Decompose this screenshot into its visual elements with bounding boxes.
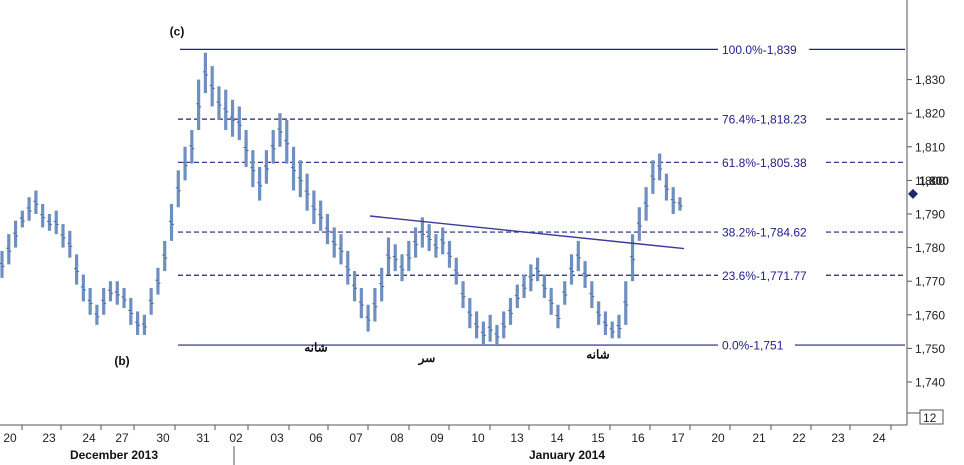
neckline-trendline xyxy=(369,215,685,250)
x-tick-label-16: 16 xyxy=(631,431,645,445)
current-price-marker xyxy=(908,188,918,199)
annotation-label-4: شانه xyxy=(586,347,609,361)
x-tick-label-15: 15 xyxy=(591,431,605,445)
price-bars xyxy=(0,52,683,346)
annotation-label-2: شانه xyxy=(304,341,327,355)
fib-label-bg-0 xyxy=(718,41,810,58)
y-tick-label-1: 1,750 xyxy=(915,342,945,356)
fib-label-bg-5 xyxy=(718,337,795,354)
fib-label-4: 23.6%-1,771.77 xyxy=(722,269,807,283)
fib-label-3: 38.2%-1,784.62 xyxy=(722,226,807,240)
annotation-label-1: (b) xyxy=(114,354,129,368)
fib-label-2: 61.8%-1,805.38 xyxy=(722,156,807,170)
y-tick-label-4: 1,780 xyxy=(915,241,945,255)
fib-label-1: 76.4%-1,818.23 xyxy=(722,113,807,127)
x-tick-label-20: 22 xyxy=(792,431,806,445)
x-tick-label-13: 13 xyxy=(510,431,524,445)
fibonacci-levels: 100.0%-1,839 76.4%-1,818.23 61.8%-1,805.38… xyxy=(178,41,905,354)
x-tick-label-9: 07 xyxy=(349,431,363,445)
x-tick-label-1: 23 xyxy=(42,431,56,445)
annotations-layer: (c) (b) شانه سر شانه xyxy=(114,24,609,368)
fib-label-5: 0.0%-1,751 xyxy=(722,339,784,353)
x-tick-label-11: 09 xyxy=(430,431,444,445)
y-tick-label-6: 1,800 xyxy=(915,174,945,188)
fib-label-bg-4 xyxy=(718,267,824,284)
x-tick-label-5: 31 xyxy=(196,431,210,445)
fib-label-bg-1 xyxy=(718,111,824,128)
x-tick-label-0: 20 xyxy=(3,431,17,445)
month-label-1: January 2014 xyxy=(529,448,605,462)
x-tick-label-12: 10 xyxy=(471,431,485,445)
y-tick-label-3: 1,770 xyxy=(915,275,945,289)
x-tick-label-17: 17 xyxy=(671,431,685,445)
x-tick-label-7: 03 xyxy=(270,431,284,445)
y-tick-label-2: 1,760 xyxy=(915,308,945,322)
x-tick-label-2: 24 xyxy=(82,431,96,445)
x-tick-label-4: 30 xyxy=(156,431,170,445)
x-tick-label-21: 23 xyxy=(831,431,845,445)
x-tick-label-6: 02 xyxy=(229,431,243,445)
annotation-label-0: (c) xyxy=(170,24,185,38)
timeframe-label: 12 xyxy=(923,411,937,425)
y-tick-label-0: 1,740 xyxy=(915,376,945,390)
x-tick-label-18: 20 xyxy=(711,431,725,445)
trendline-layer xyxy=(369,215,685,250)
y-tick-label-7: 1,810 xyxy=(915,140,945,154)
x-tick-label-14: 14 xyxy=(550,431,564,445)
month-label-0: December 2013 xyxy=(70,448,158,462)
x-tick-label-22: 24 xyxy=(872,431,886,445)
y-tick-label-9: 1,830 xyxy=(915,73,945,87)
fib-label-0: 100.0%-1,839 xyxy=(722,43,797,57)
x-tick-label-8: 06 xyxy=(309,431,323,445)
x-tick-label-19: 21 xyxy=(752,431,766,445)
current-price-label: 1,800 xyxy=(919,174,949,188)
x-tick-label-3: 27 xyxy=(115,431,129,445)
annotation-label-3: سر xyxy=(418,351,436,366)
x-tick-label-10: 08 xyxy=(390,431,404,445)
y-tick-label-5: 1,790 xyxy=(915,208,945,222)
fib-label-bg-3 xyxy=(718,224,824,241)
y-tick-label-8: 1,820 xyxy=(915,107,945,121)
fib-label-bg-2 xyxy=(718,154,824,171)
timeframe-box xyxy=(919,409,944,425)
